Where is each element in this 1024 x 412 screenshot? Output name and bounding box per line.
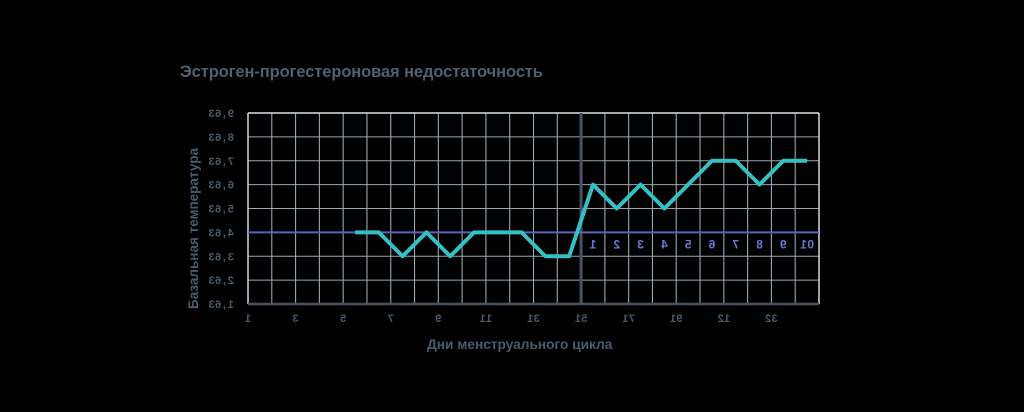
svg-text:6: 6 <box>215 299 221 311</box>
svg-text:9: 9 <box>676 313 682 325</box>
svg-text:1: 1 <box>527 313 533 325</box>
svg-text:3: 3 <box>209 108 215 120</box>
svg-text:3: 3 <box>637 237 644 251</box>
svg-text:6: 6 <box>215 275 221 287</box>
svg-text:3: 3 <box>228 251 234 263</box>
svg-text:1: 1 <box>480 313 486 325</box>
svg-text:1: 1 <box>622 313 628 325</box>
svg-text:5: 5 <box>228 204 234 216</box>
svg-text:8: 8 <box>228 132 234 144</box>
svg-text:8: 8 <box>756 237 763 251</box>
svg-text:2: 2 <box>765 313 771 325</box>
svg-text:,: , <box>223 275 226 287</box>
svg-text:6: 6 <box>215 227 221 239</box>
svg-text:1: 1 <box>486 313 492 325</box>
svg-text:0: 0 <box>807 237 814 251</box>
svg-text:7: 7 <box>732 237 739 251</box>
svg-text:,: , <box>223 156 226 168</box>
svg-text:1: 1 <box>575 313 581 325</box>
svg-text:1: 1 <box>724 313 730 325</box>
svg-text:,: , <box>223 227 226 239</box>
svg-text:3: 3 <box>293 313 299 325</box>
svg-text:3: 3 <box>209 251 215 263</box>
svg-text:3: 3 <box>772 313 778 325</box>
svg-text:5: 5 <box>340 313 346 325</box>
svg-text:1: 1 <box>800 237 807 251</box>
svg-text:1: 1 <box>228 299 234 311</box>
svg-text:7: 7 <box>388 313 394 325</box>
svg-text:3: 3 <box>534 313 540 325</box>
svg-text:2: 2 <box>718 313 724 325</box>
svg-text:4: 4 <box>661 237 668 251</box>
svg-text:3: 3 <box>209 299 215 311</box>
svg-text:3: 3 <box>209 132 215 144</box>
svg-text:2: 2 <box>228 275 234 287</box>
svg-text:3: 3 <box>209 204 215 216</box>
svg-text:3: 3 <box>209 156 215 168</box>
svg-text:1: 1 <box>589 237 596 251</box>
svg-text:9: 9 <box>435 313 441 325</box>
svg-text:9: 9 <box>228 108 234 120</box>
svg-text:6: 6 <box>215 251 221 263</box>
svg-text:,: , <box>223 299 226 311</box>
svg-text:9: 9 <box>780 237 787 251</box>
svg-text:5: 5 <box>684 237 691 251</box>
svg-text:,: , <box>223 108 226 120</box>
svg-text:,: , <box>223 132 226 144</box>
svg-text:4: 4 <box>227 227 234 239</box>
svg-text:6: 6 <box>708 237 715 251</box>
svg-text:5: 5 <box>581 313 587 325</box>
svg-text:3: 3 <box>209 275 215 287</box>
svg-text:6: 6 <box>215 180 221 192</box>
svg-text:6: 6 <box>215 132 221 144</box>
svg-text:3: 3 <box>209 180 215 192</box>
svg-text:,: , <box>223 204 226 216</box>
svg-text:2: 2 <box>613 237 620 251</box>
svg-text:,: , <box>223 251 226 263</box>
svg-text:7: 7 <box>228 156 234 168</box>
svg-text:6: 6 <box>228 180 234 192</box>
svg-text:,: , <box>223 180 226 192</box>
svg-text:1: 1 <box>670 313 676 325</box>
svg-text:6: 6 <box>215 204 221 216</box>
svg-text:6: 6 <box>215 156 221 168</box>
svg-text:1: 1 <box>245 313 251 325</box>
svg-text:3: 3 <box>209 227 215 239</box>
svg-text:6: 6 <box>215 108 221 120</box>
svg-text:7: 7 <box>629 313 635 325</box>
